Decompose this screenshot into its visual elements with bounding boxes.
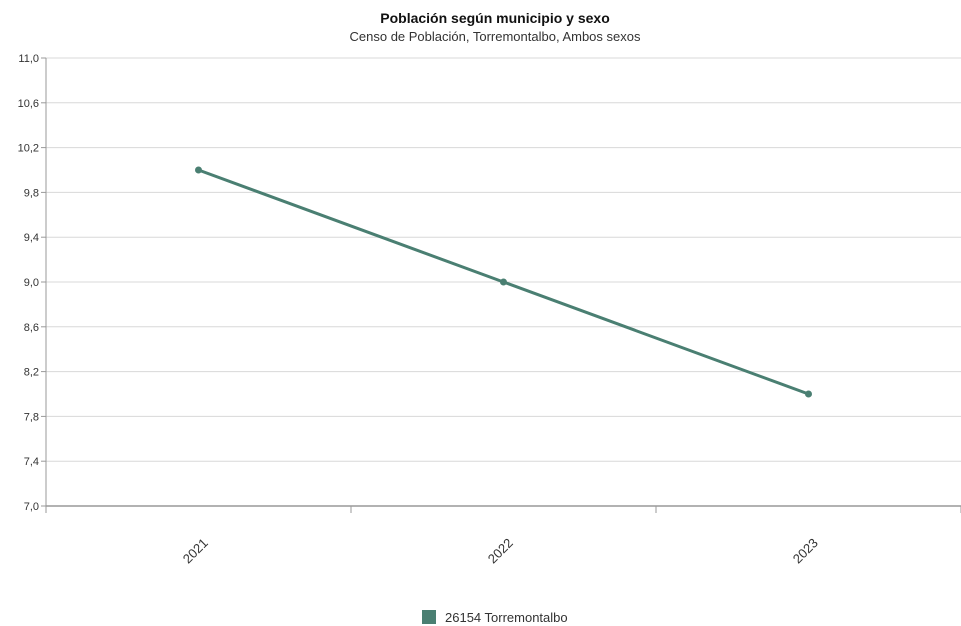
y-tick-label: 8,6 (24, 322, 39, 334)
gridlines (46, 57, 961, 507)
x-tick-label: 2021 (180, 535, 211, 566)
legend-label: 26154 Torremontalbo (445, 610, 568, 625)
data-point (500, 278, 507, 286)
y-tick-label: 9,4 (24, 232, 39, 244)
x-tick-label: 2022 (485, 535, 516, 566)
legend[interactable]: 26154 Torremontalbo (0, 610, 961, 625)
y-tick-label: 9,8 (24, 187, 39, 199)
x-tick-label: 2023 (790, 535, 821, 566)
data-point (195, 166, 202, 174)
x-axis: 2021 2022 2023 (45, 505, 961, 566)
chart-title: Población según municipio y sexo (380, 10, 610, 26)
y-tick-label: 10,6 (18, 98, 39, 110)
y-tick-label: 8,2 (24, 367, 39, 379)
y-tick-label: 7,8 (24, 411, 39, 423)
legend-swatch (422, 610, 437, 624)
y-tick-label: 11,0 (18, 53, 39, 65)
y-tick-label: 7,0 (24, 501, 39, 513)
data-point (805, 390, 812, 398)
y-tick-label: 7,4 (24, 456, 39, 468)
y-tick-label: 9,0 (24, 277, 39, 289)
chart-subtitle: Censo de Población, Torremontalbo, Ambos… (349, 29, 641, 44)
y-axis: 7,0 7,4 7,8 8,2 8,6 9,0 9,4 9,8 10,2 10,6 11,0 (18, 53, 47, 513)
y-tick-label: 10,2 (18, 143, 39, 155)
series-layer (195, 166, 812, 398)
